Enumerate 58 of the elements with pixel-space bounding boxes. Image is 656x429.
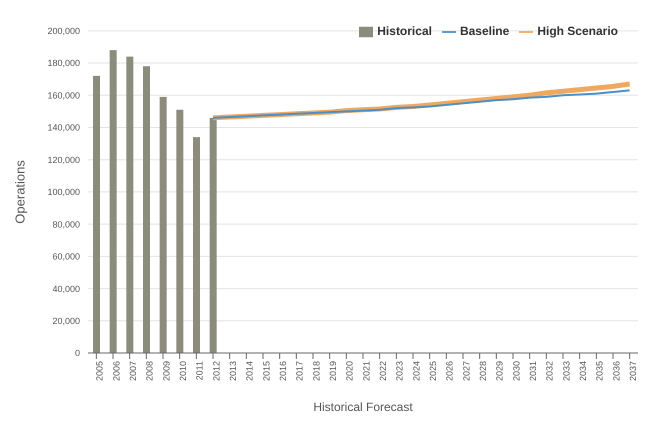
legend-label: Historical [377,24,432,38]
x-tick-label: 2025 [428,361,438,382]
bar [143,66,150,353]
bar [160,96,167,353]
x-tick-label: 2022 [378,361,388,382]
x-tick-label: 2012 [211,361,222,382]
y-tick-label: 180,000 [47,58,80,68]
x-tick-label: 2018 [311,361,322,382]
x-tick-label: 2021 [361,361,372,382]
bar [193,137,200,353]
y-tick-label: 160,000 [47,90,80,100]
y-tick-label: 80,000 [52,219,80,230]
y-tick-label: 0 [74,348,80,358]
y-tick-label: 60,000 [52,252,80,262]
x-tick-label: 2014 [244,361,255,382]
x-tick-label: 2015 [261,361,272,382]
x-tick-label: 2031 [528,361,538,382]
x-tick-label: 2017 [294,361,305,382]
y-tick-label: 140,000 [47,122,80,133]
x-tick-label: 2010 [178,361,188,382]
x-axis-title: Historical Forecast [313,400,414,414]
y-tick-label: 120,000 [47,154,80,165]
x-tick-label: 2028 [478,361,488,382]
x-tick-label: 2026 [444,361,455,382]
x-tick-label: 2035 [594,361,605,382]
x-tick-label: 2023 [394,361,405,382]
x-tick-label: 2007 [128,361,138,382]
x-tick-label: 2011 [194,361,205,380]
x-tick-label: 2032 [544,361,555,382]
x-tick-label: 2005 [94,361,105,382]
x-tick-label: 2034 [578,361,588,382]
x-tick-label: 2020 [344,361,355,382]
bar [126,56,134,353]
y-tick-label: 20,000 [52,316,80,326]
y-tick-label: 100,000 [47,187,80,198]
bar [176,110,184,353]
x-tick-label: 2019 [328,361,338,382]
x-tick-label: 2033 [561,361,572,382]
x-tick-label: 2030 [511,361,522,382]
bar [93,76,100,353]
legend-label: High Scenario [537,24,618,38]
y-tick-label: 40,000 [52,284,80,294]
y-axis-title: Operations [12,160,28,224]
x-tick-label: 2024 [411,361,422,382]
x-tick-label: 2036 [611,361,622,382]
x-tick-label: 2008 [144,361,155,382]
bar [210,118,217,353]
x-tick-label: 2027 [461,361,472,382]
line-series [212,89,631,119]
x-tick-label: 2029 [494,361,505,382]
x-tick-label: 2013 [228,361,238,382]
legend-label: Baseline [460,24,510,38]
x-tick-label: 2037 [628,361,638,382]
x-tick-label: 2006 [111,361,122,382]
x-tick-label: 2009 [161,361,172,382]
x-tick-label: 2016 [278,361,288,382]
bar [110,50,117,353]
y-tick-label: 200,000 [47,26,80,36]
